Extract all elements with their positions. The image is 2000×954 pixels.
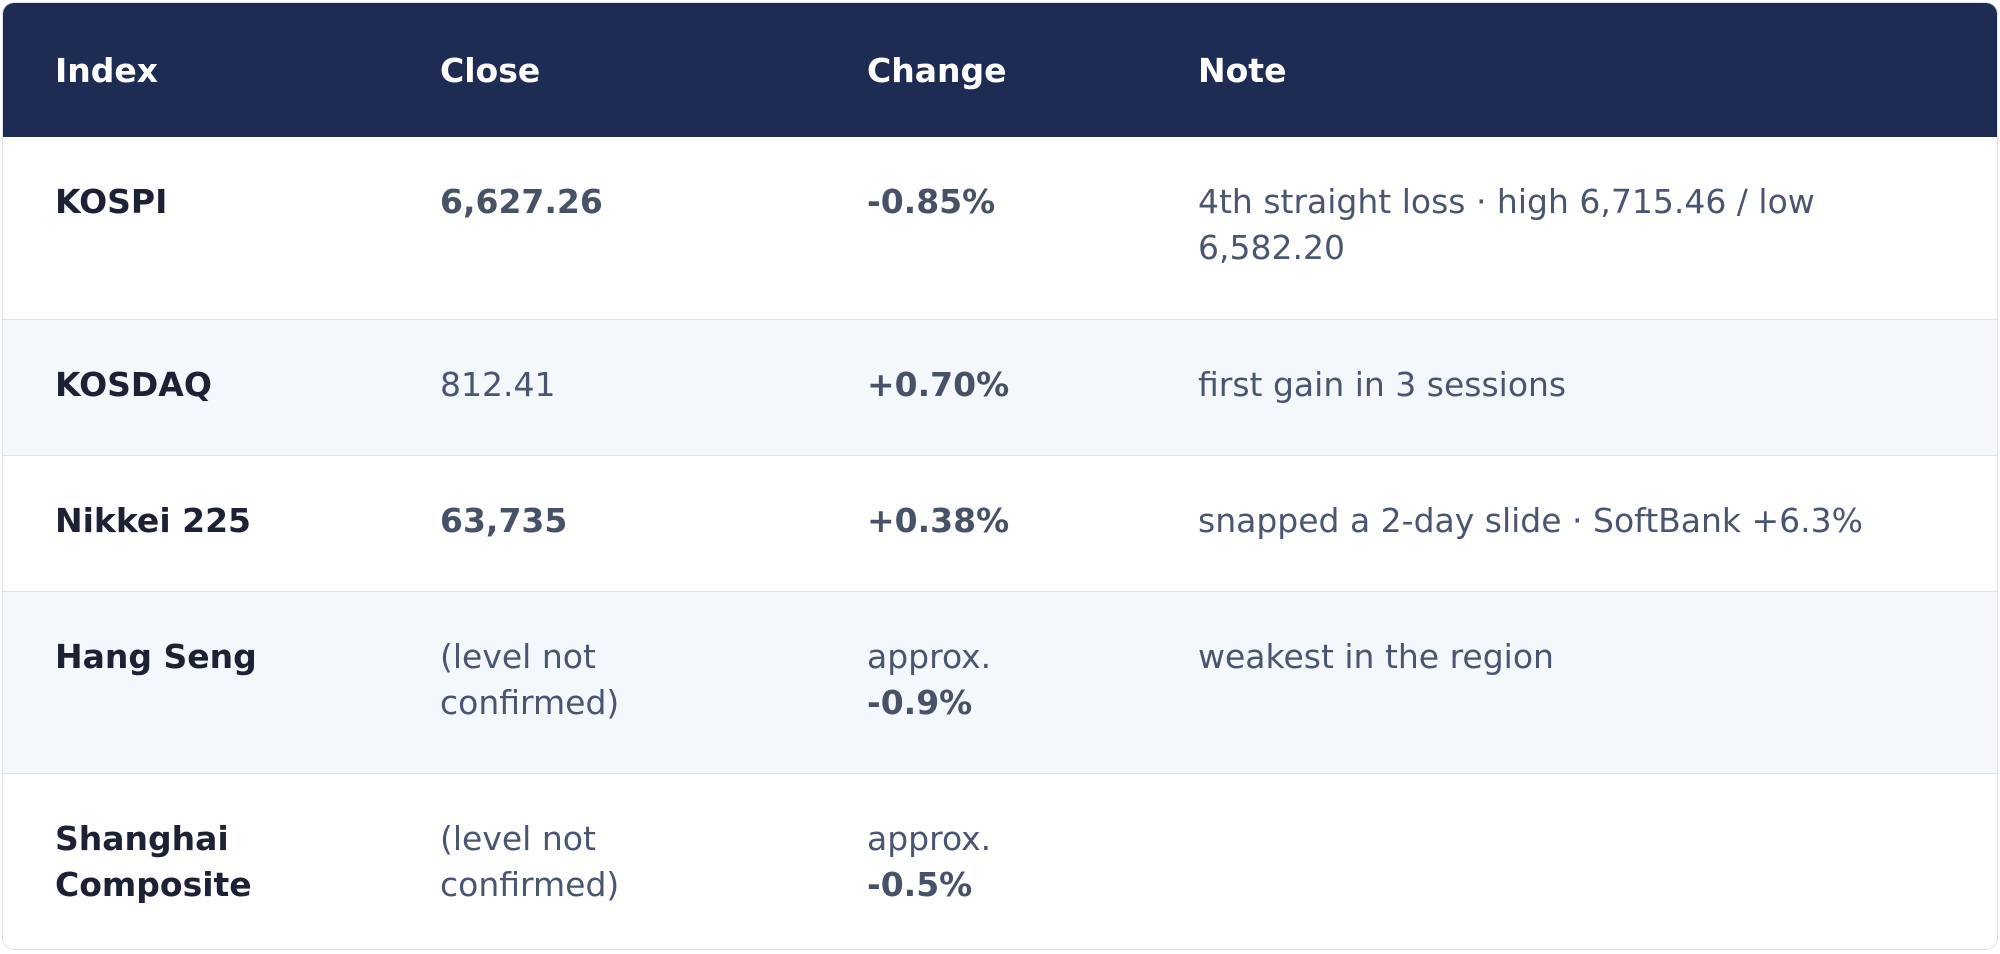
note-text: snapped a 2-day slide · SoftBank +6.3%	[1198, 501, 1863, 540]
header-note: Note	[1198, 50, 1287, 90]
header-index: Index	[55, 50, 159, 90]
note-text: 4th straight loss · high 6,715.46 / low …	[1198, 182, 1815, 267]
index-name: Hang Seng	[55, 637, 257, 676]
change-cell: +0.38%	[867, 498, 1198, 591]
change-cell: approx. -0.9%	[867, 634, 1198, 773]
note-text	[1198, 816, 1997, 949]
header-close: Close	[440, 50, 541, 90]
change-value: -0.85%	[867, 182, 996, 221]
index-name-text: Shanghai Composite	[55, 819, 252, 904]
close-value: 812.41	[440, 365, 556, 404]
change-prefix: approx.	[867, 819, 992, 858]
table-row: Nikkei 225 63,735 +0.38% snapped a 2-day…	[3, 455, 1997, 591]
index-name: KOSPI	[55, 182, 168, 221]
close-value: (level not confirmed)	[440, 634, 867, 773]
table-header-row: Index Close Change Note	[3, 3, 1997, 137]
table-row: Shanghai Composite (level not confirmed)…	[3, 773, 1997, 949]
index-name: Nikkei 225	[55, 501, 252, 540]
change-value: -0.9%	[867, 683, 973, 722]
index-name: KOSDAQ	[55, 365, 212, 404]
note-text: weakest in the region	[1198, 637, 1554, 676]
header-change: Change	[867, 50, 1007, 90]
close-value-text: (level not confirmed)	[440, 819, 620, 904]
change-prefix: approx.	[867, 637, 992, 676]
close-value: (level not confirmed)	[440, 816, 867, 949]
index-name: Shanghai Composite	[3, 816, 440, 949]
note-text: first gain in 3 sessions	[1198, 365, 1567, 404]
change-value: -0.5%	[867, 865, 973, 904]
table-row: KOSPI 6,627.26 -0.85% 4th straight loss …	[3, 137, 1997, 319]
change-value: +0.38%	[867, 501, 1010, 540]
change-value: +0.70%	[867, 365, 1010, 404]
table-row: Hang Seng (level not confirmed) approx. …	[3, 591, 1997, 773]
close-value-text: (level not confirmed)	[440, 637, 620, 722]
close-value: 63,735	[440, 501, 568, 540]
change-cell: -0.85%	[867, 179, 1198, 319]
table-row: KOSDAQ 812.41 +0.70% first gain in 3 ses…	[3, 319, 1997, 455]
change-cell: approx. -0.5%	[867, 816, 1198, 949]
close-value: 6,627.26	[440, 182, 603, 221]
change-cell: +0.70%	[867, 362, 1198, 455]
